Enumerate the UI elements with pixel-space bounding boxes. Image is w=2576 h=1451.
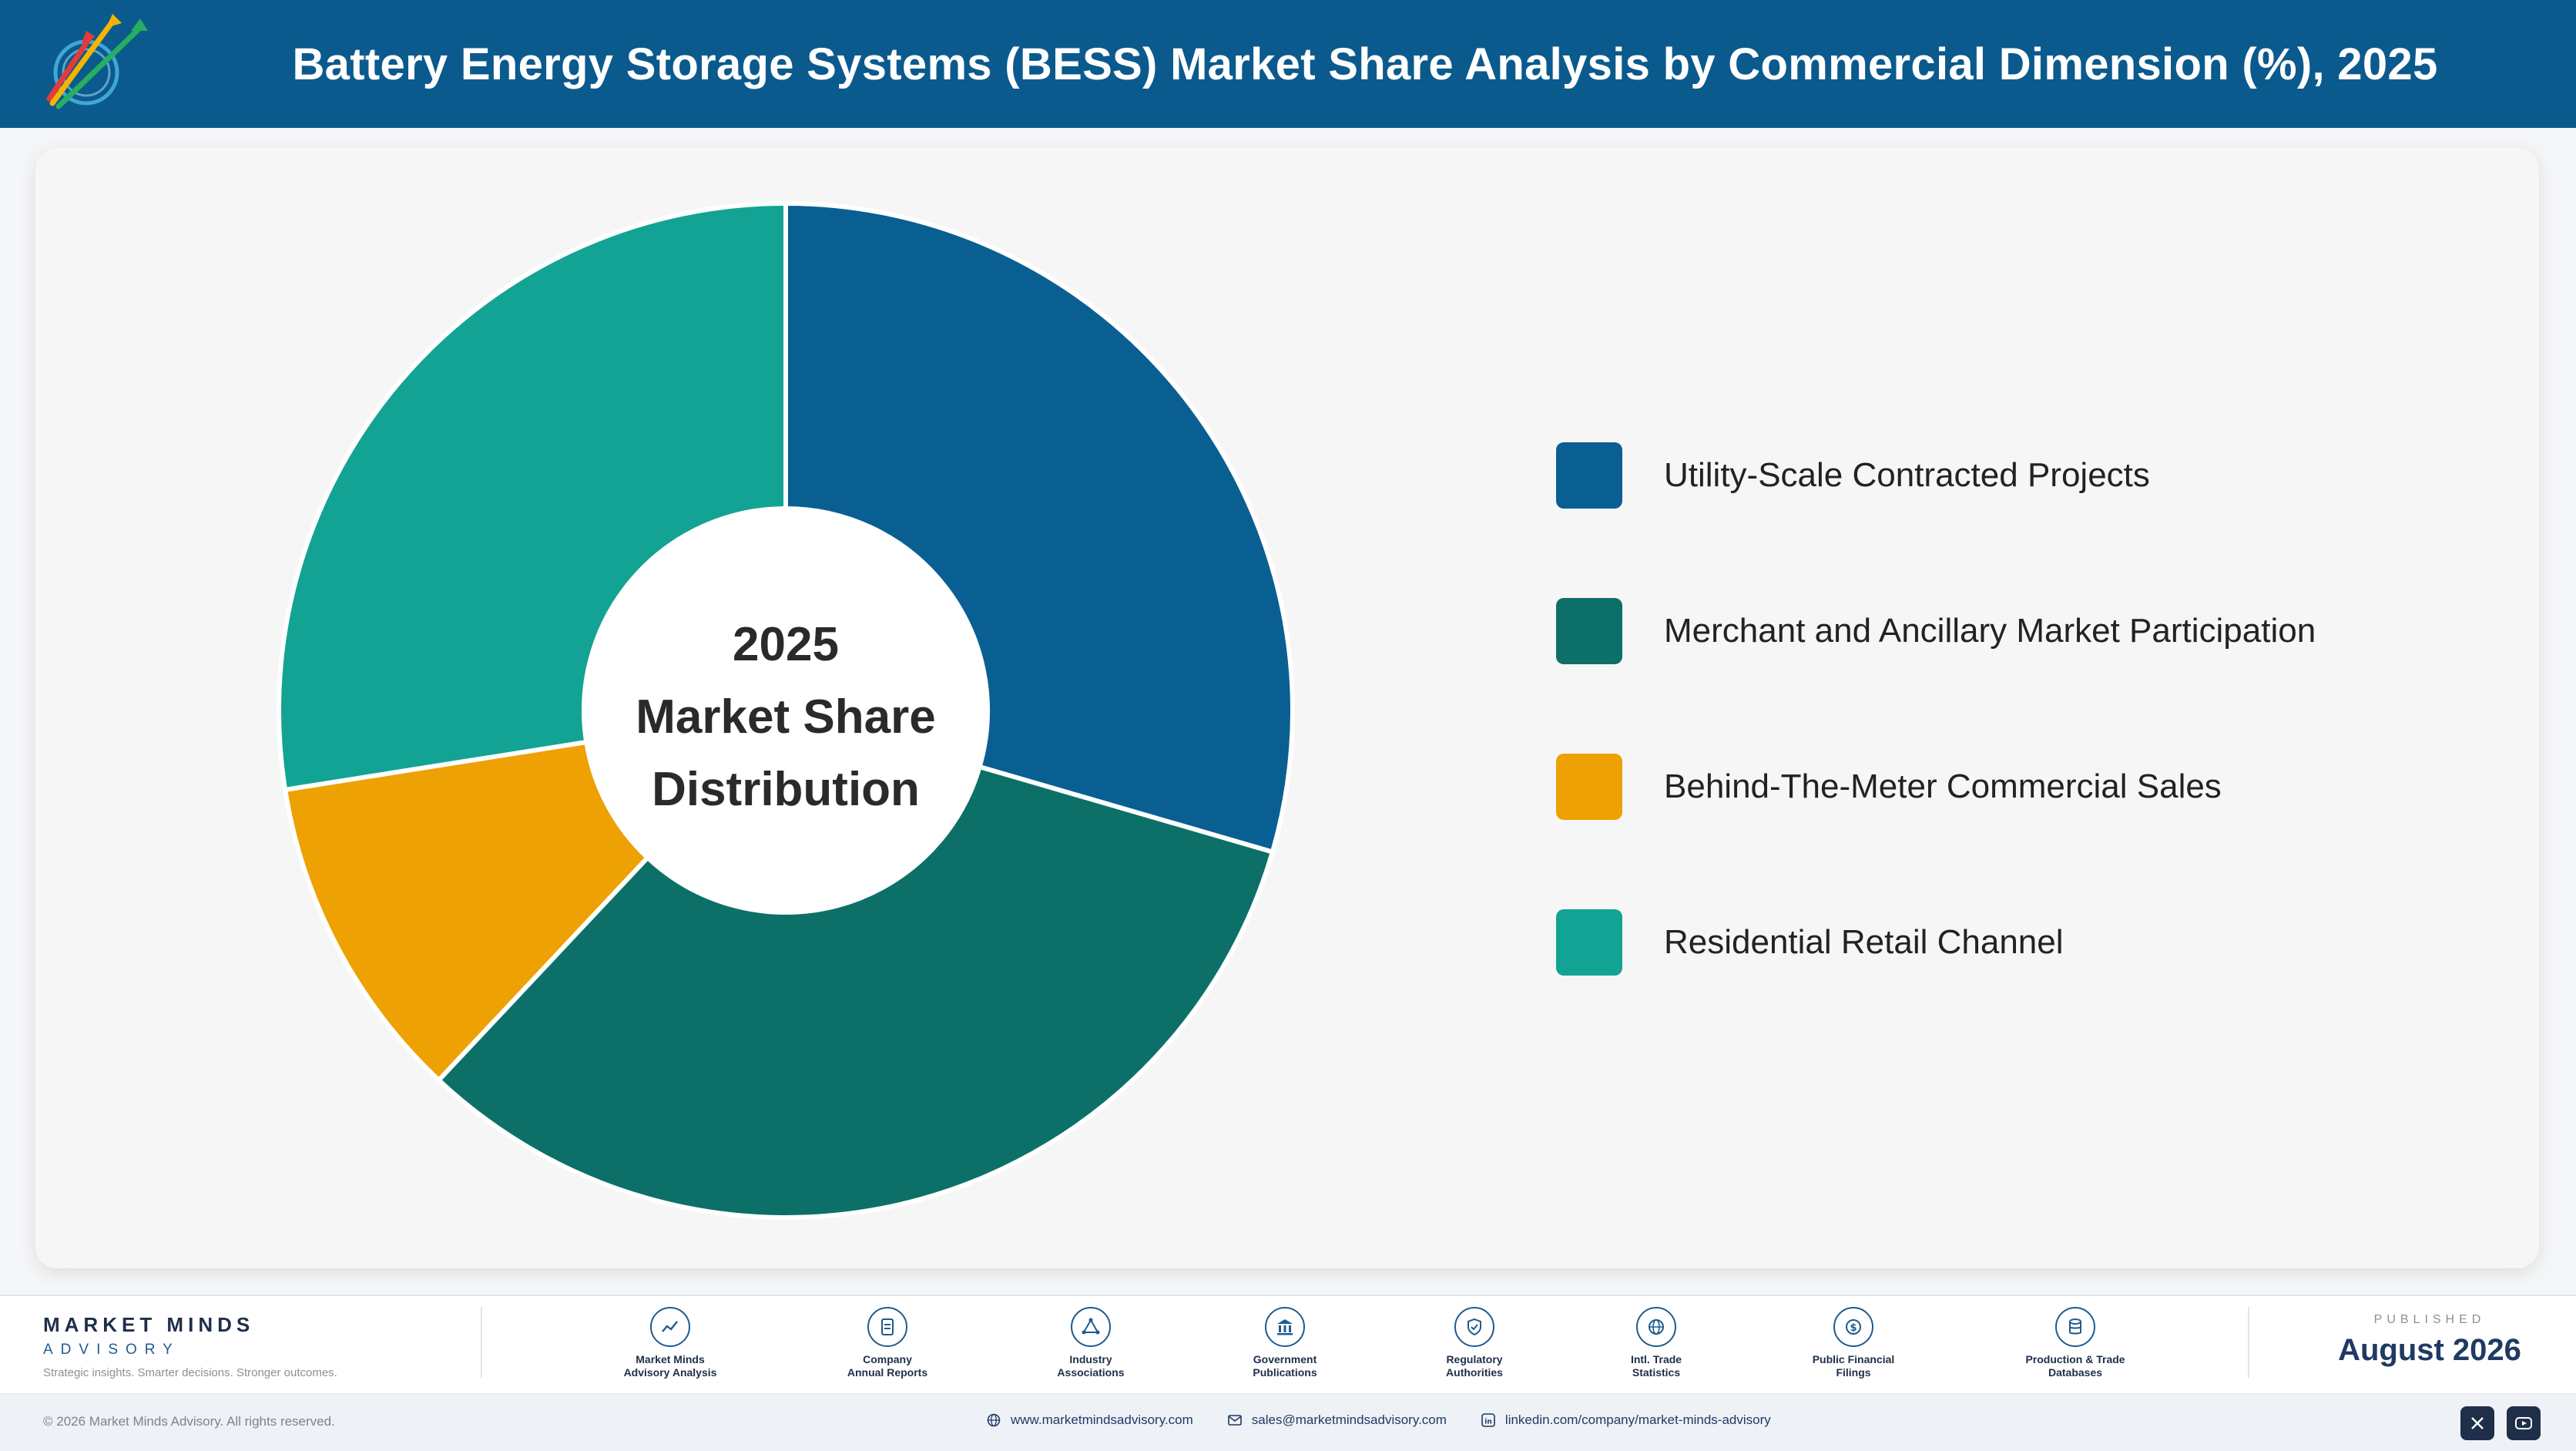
center-label-line: Distribution — [652, 763, 920, 816]
footer-brand: MARKET MINDS ADVISORY Strategic insights… — [43, 1313, 337, 1379]
legend-swatch — [1556, 909, 1622, 976]
pie-slice — [783, 200, 1295, 855]
source-label: Regulatory Authorities — [1446, 1353, 1503, 1379]
page-title: Battery Energy Storage Systems (BESS) Ma… — [292, 39, 2438, 89]
chart-legend: Utility-Scale Contracted Projects Mercha… — [1556, 442, 2316, 1065]
header-bar: Battery Energy Storage Systems (BESS) Ma… — [0, 0, 2576, 128]
legend-swatch — [1556, 754, 1622, 820]
published-block: PUBLISHED August 2026 — [2329, 1313, 2530, 1368]
brand-subtitle: ADVISORY — [43, 1342, 180, 1358]
website-link[interactable]: www.marketmindsadvisory.com — [986, 1412, 1193, 1428]
legend-swatch — [1556, 442, 1622, 509]
legend-label: Utility-Scale Contracted Projects — [1664, 456, 2150, 494]
linkedin-text: linkedin.com/company/market-minds-adviso… — [1504, 1412, 1771, 1427]
pie-slice — [435, 764, 1276, 1220]
government-building-icon — [1265, 1307, 1305, 1347]
source-item: Market Minds Advisory Analysis — [593, 1307, 747, 1379]
source-label: Industry Associations — [1057, 1353, 1125, 1379]
globe-icon — [1636, 1307, 1676, 1347]
source-item: Industry Associations — [1014, 1307, 1168, 1379]
email-link[interactable]: sales@marketmindsadvisory.com — [1227, 1412, 1447, 1428]
center-label-line: 2025 — [733, 618, 839, 671]
linkedin-icon: in — [1481, 1413, 1495, 1427]
website-text: www.marketmindsadvisory.com — [1011, 1412, 1193, 1427]
published-label: PUBLISHED — [2373, 1313, 2486, 1326]
svg-text:$: $ — [1850, 1322, 1857, 1334]
source-label: Company Annual Reports — [847, 1353, 928, 1379]
legend-swatch — [1556, 598, 1622, 664]
x-social-button[interactable] — [2460, 1406, 2494, 1440]
footer-divider — [2248, 1307, 2249, 1378]
donut-hole — [585, 510, 986, 911]
legend-item: Residential Retail Channel — [1556, 909, 2316, 976]
copyright-text: © 2026 Market Minds Advisory. All rights… — [43, 1414, 335, 1429]
legend-label: Behind-The-Meter Commercial Sales — [1664, 767, 2222, 805]
company-logo — [46, 14, 148, 109]
source-label: Market Minds Advisory Analysis — [623, 1353, 717, 1379]
svg-text:in: in — [1484, 1419, 1492, 1426]
mail-icon — [1227, 1415, 1242, 1426]
dollar-coin-icon: $ — [1833, 1307, 1873, 1347]
network-icon — [1071, 1307, 1111, 1347]
legend-label: Merchant and Ancillary Market Participat… — [1664, 612, 2316, 650]
source-label: Government Publications — [1253, 1353, 1317, 1379]
footer-divider — [481, 1307, 482, 1378]
source-label: Intl. Trade Statistics — [1630, 1353, 1682, 1379]
source-label: Public Financial Filings — [1812, 1353, 1895, 1379]
legend-item: Utility-Scale Contracted Projects — [1556, 442, 2316, 509]
database-icon — [2055, 1307, 2095, 1347]
source-item: Company Annual Reports — [810, 1307, 964, 1379]
youtube-icon — [2515, 1417, 2532, 1429]
legend-label: Residential Retail Channel — [1664, 923, 2064, 961]
center-label-line: Market Share — [636, 690, 936, 744]
source-item: Production & Trade Databases — [1998, 1307, 2152, 1379]
document-icon — [867, 1307, 907, 1347]
published-date: August 2026 — [2338, 1333, 2521, 1367]
legend-item: Merchant and Ancillary Market Participat… — [1556, 598, 2316, 664]
source-item: Regulatory Authorities — [1397, 1307, 1551, 1379]
pie-slice — [277, 200, 788, 793]
linkedin-link[interactable]: in linkedin.com/company/market-minds-adv… — [1481, 1412, 1771, 1428]
youtube-social-button[interactable] — [2507, 1406, 2541, 1440]
brand-tagline: Strategic insights. Smarter decisions. S… — [43, 1366, 337, 1379]
legend-item: Behind-The-Meter Commercial Sales — [1556, 754, 2316, 820]
donut-center-label: 2025 Market Share Distribution — [593, 609, 978, 826]
footer-bottom-bar: © 2026 Market Minds Advisory. All rights… — [0, 1393, 2576, 1451]
globe-icon — [987, 1413, 1001, 1427]
source-item: $ Public Financial Filings — [1776, 1307, 1930, 1379]
brand-name: MARKET MINDS — [43, 1313, 255, 1336]
email-text: sales@marketmindsadvisory.com — [1251, 1412, 1447, 1427]
source-item: Intl. Trade Statistics — [1579, 1307, 1733, 1379]
trend-chart-icon — [650, 1307, 690, 1347]
contact-links: www.marketmindsadvisory.com sales@market… — [986, 1412, 1805, 1428]
pie-slice — [282, 739, 651, 1083]
shield-check-icon — [1454, 1307, 1494, 1347]
footer-sources-bar: MARKET MINDS ADVISORY Strategic insights… — [0, 1295, 2576, 1393]
social-buttons — [2448, 1406, 2541, 1440]
source-item: Government Publications — [1208, 1307, 1362, 1379]
source-label: Production & Trade Databases — [2025, 1353, 2125, 1379]
x-icon — [2471, 1417, 2484, 1429]
